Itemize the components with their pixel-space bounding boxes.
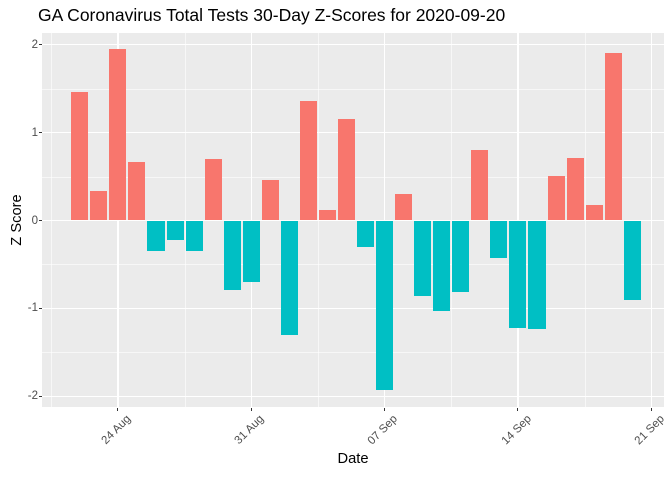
- bar-2020-08-31: [242, 220, 260, 283]
- gridline-major-horizontal: [42, 307, 664, 310]
- gridline-minor-horizontal: [42, 264, 664, 266]
- y-axis-title-text: Z Score: [9, 194, 25, 246]
- y-tick-label: 2: [31, 38, 38, 51]
- bar-2020-09-04: [318, 209, 336, 221]
- bar-2020-09-03: [299, 100, 317, 221]
- gridline-major-horizontal: [42, 219, 664, 222]
- gridline-major-vertical: [517, 33, 519, 407]
- bar-2020-09-01: [261, 180, 279, 221]
- x-tick-label: 24 Aug: [99, 413, 134, 447]
- bar-2020-09-07: [376, 220, 394, 391]
- gridline-major-vertical: [650, 33, 653, 407]
- x-tick-label: 21 Sep: [632, 413, 667, 448]
- bar-2020-08-28: [185, 220, 203, 252]
- y-tick-label: 1: [31, 126, 38, 139]
- bar-2020-08-30: [223, 220, 241, 290]
- y-tick-label: -2: [27, 390, 38, 403]
- bar-2020-09-18: [585, 204, 603, 221]
- x-tick-label: 07 Sep: [365, 413, 401, 448]
- x-tick-mark: [250, 407, 252, 411]
- y-tick-label: 0: [31, 214, 38, 227]
- y-tick-mark: [38, 44, 42, 46]
- bar-2020-09-17: [566, 158, 584, 221]
- bar-2020-09-13: [490, 220, 508, 259]
- x-tick-mark: [384, 407, 386, 411]
- x-tick-mark: [517, 407, 519, 411]
- x-tick-label: 14 Sep: [499, 413, 534, 448]
- bar-2020-08-24: [109, 49, 127, 221]
- bar-2020-09-09: [414, 220, 432, 297]
- y-tick-mark: [38, 132, 42, 134]
- gridline-major-vertical: [250, 33, 252, 407]
- y-tick-mark: [38, 307, 42, 309]
- gridline-major-vertical: [383, 33, 386, 407]
- bar-2020-09-12: [471, 150, 489, 221]
- gridline-minor-horizontal: [42, 352, 664, 354]
- y-tick-mark: [38, 395, 42, 397]
- bar-2020-08-25: [128, 162, 146, 221]
- bar-2020-09-14: [509, 220, 527, 328]
- x-tick-mark: [650, 407, 652, 411]
- bar-2020-08-29: [204, 158, 222, 221]
- bar-2020-09-10: [433, 220, 451, 312]
- x-axis-title: Date: [337, 451, 369, 467]
- x-tick-mark: [117, 407, 119, 411]
- bar-2020-09-19: [604, 53, 622, 221]
- bar-2020-09-11: [452, 220, 470, 292]
- bar-2020-08-22: [71, 92, 89, 221]
- bar-2020-09-06: [357, 220, 375, 247]
- plot-panel: [42, 33, 664, 407]
- bar-2020-09-15: [528, 220, 546, 330]
- bar-2020-09-16: [547, 175, 565, 221]
- bar-2020-08-23: [90, 190, 108, 221]
- bar-2020-08-27: [166, 220, 184, 240]
- chart-title: GA Coronavirus Total Tests 30-Day Z-Scor…: [38, 5, 506, 25]
- gridline-minor-horizontal: [42, 88, 664, 90]
- gridline-major-horizontal: [42, 43, 664, 46]
- gridline-major-horizontal: [42, 395, 664, 398]
- bar-2020-09-08: [395, 194, 413, 221]
- x-tick-label: 31 Aug: [232, 413, 267, 447]
- y-tick-label: -1: [27, 302, 38, 315]
- y-tick-mark: [38, 220, 42, 221]
- bar-2020-09-20: [623, 220, 641, 301]
- bar-2020-09-02: [280, 220, 298, 335]
- bar-2020-09-05: [337, 118, 356, 221]
- bar-2020-08-26: [147, 220, 165, 252]
